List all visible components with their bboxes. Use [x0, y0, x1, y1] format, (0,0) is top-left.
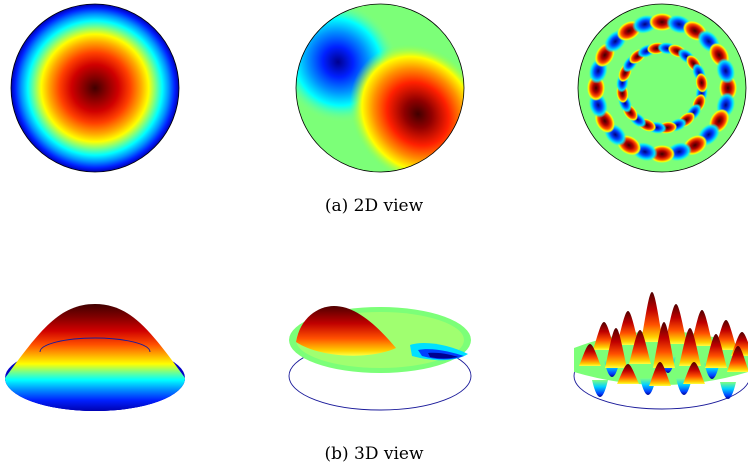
mode-trough	[592, 380, 608, 397]
mode-peak	[593, 322, 615, 350]
panel-2d-dipole	[295, 3, 465, 173]
caption-2d-view: (a) 2D view	[324, 196, 424, 216]
mode-peak	[579, 344, 601, 366]
mode-peak	[649, 362, 671, 386]
mode-peak	[715, 320, 737, 350]
mode-peak	[727, 346, 748, 372]
mode-peak	[617, 311, 639, 345]
mode-peak	[691, 310, 713, 346]
mode-peak	[605, 328, 627, 368]
inner-ring-peak	[695, 72, 708, 93]
panel-3d-radial	[5, 304, 185, 411]
mode-peak	[679, 328, 701, 366]
mode-peak	[705, 334, 727, 368]
mode-peak	[641, 292, 663, 342]
outer-ring-trough	[716, 58, 736, 84]
mode-trough	[720, 382, 736, 399]
panel-3d-high-order	[573, 292, 748, 410]
panel-3d-dipole	[288, 306, 472, 411]
mode-peak	[629, 330, 651, 364]
mode-peak	[617, 364, 639, 384]
panel-2d-high-order	[577, 3, 747, 173]
mode-peak	[653, 322, 675, 368]
caption-3d-view: (b) 3D view	[324, 444, 424, 464]
mode-peak	[683, 362, 705, 384]
mode-peak	[665, 304, 687, 344]
panel-2d-radial	[10, 3, 180, 173]
